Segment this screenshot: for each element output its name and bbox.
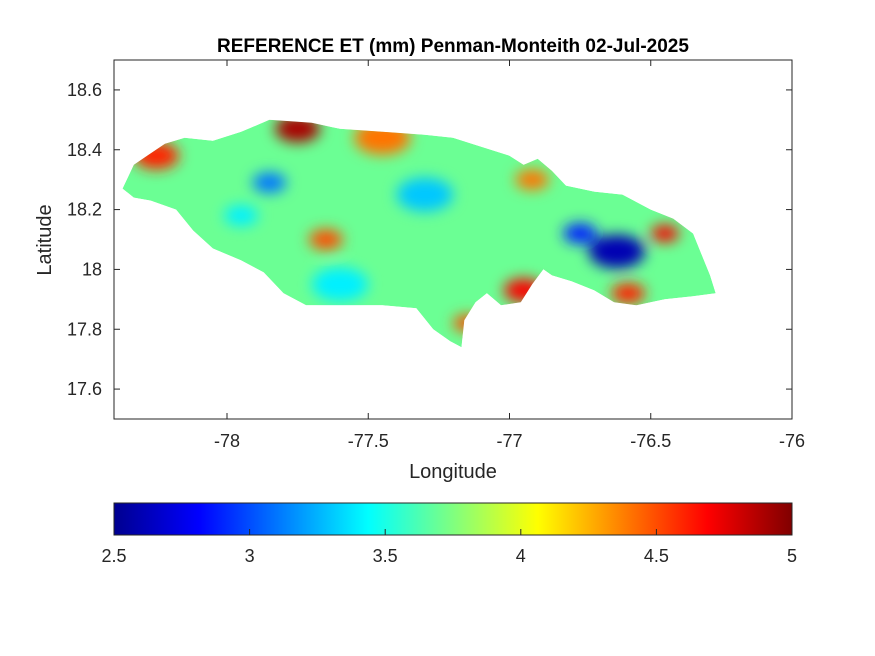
x-tick-label: -77 bbox=[496, 431, 522, 451]
colorbar-gradient bbox=[113, 502, 793, 536]
x-tick-label: -76.5 bbox=[630, 431, 671, 451]
plot-area-frame bbox=[113, 59, 793, 420]
x-axis-label: Longitude bbox=[409, 461, 497, 483]
et-anomaly bbox=[224, 205, 258, 226]
colorbar-tick-label: 3.5 bbox=[373, 546, 398, 566]
colorbar-tick-label: 2.5 bbox=[101, 546, 126, 566]
et-anomaly bbox=[133, 142, 179, 170]
y-tick-label: 18.2 bbox=[67, 200, 102, 220]
et-base-fill bbox=[122, 119, 716, 348]
et-anomaly bbox=[252, 172, 287, 193]
et-field bbox=[122, 119, 716, 348]
colorbar-tick-label: 4 bbox=[516, 546, 526, 566]
colorbar-tick-label: 5 bbox=[787, 546, 797, 566]
y-tick-label: 17.8 bbox=[67, 319, 102, 339]
axes: -78 -77.5 -77 -76.5 -76 17.6 17.8 18 18.2 18.4 18.… bbox=[67, 60, 805, 451]
et-anomaly bbox=[503, 278, 544, 303]
et-anomaly bbox=[611, 283, 646, 304]
colorbar-tick-label: 4.5 bbox=[644, 546, 669, 566]
et-anomaly bbox=[563, 223, 597, 244]
colorbar-tick-label: 3 bbox=[245, 546, 255, 566]
map-layer bbox=[122, 119, 716, 348]
et-anomaly bbox=[354, 120, 411, 155]
et-anomaly bbox=[588, 234, 645, 269]
y-tick-label: 18 bbox=[82, 259, 102, 279]
et-anomaly bbox=[453, 314, 482, 332]
x-tick-label: -78 bbox=[214, 431, 240, 451]
chart-title: REFERENCE ET (mm) Penman-Monteith 02-Jul… bbox=[217, 36, 689, 57]
colorbar: 2.5 3 3.5 4 4.5 5 bbox=[101, 502, 797, 566]
et-anomaly bbox=[650, 225, 680, 242]
x-tick-label: -76 bbox=[779, 431, 805, 451]
x-tick-label: -77.5 bbox=[348, 431, 389, 451]
y-tick-label: 18.4 bbox=[67, 140, 102, 160]
et-anomaly bbox=[275, 119, 321, 143]
y-tick-label: 17.6 bbox=[67, 379, 102, 399]
et-anomaly bbox=[515, 169, 549, 190]
et-anomaly bbox=[309, 229, 343, 250]
y-tick-label: 18.6 bbox=[67, 80, 102, 100]
y-axis-label: Latitude bbox=[34, 204, 56, 275]
et-anomaly bbox=[311, 267, 369, 302]
et-anomaly bbox=[396, 177, 453, 212]
